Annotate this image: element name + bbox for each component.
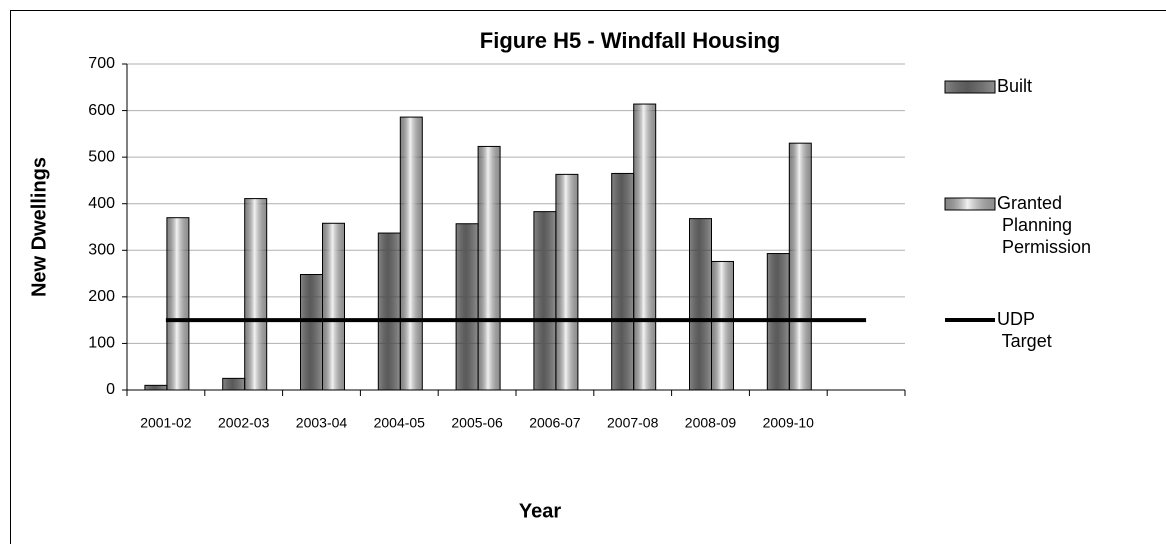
- y-tick-label: 600: [88, 102, 115, 119]
- x-tick-label: 2009-10: [763, 415, 815, 431]
- legend-swatch: [944, 80, 996, 94]
- x-tick-label: 2001-02: [140, 415, 192, 431]
- bar: [555, 173, 579, 391]
- bar: [300, 274, 323, 391]
- x-tick-label: 2006-07: [529, 415, 581, 431]
- bar: [455, 223, 479, 391]
- legend-label: UDP Target: [997, 309, 1052, 351]
- bar: [788, 142, 812, 391]
- bar: [166, 217, 190, 391]
- bar: [633, 103, 657, 391]
- bar: [322, 222, 345, 391]
- legend-swatch: [944, 197, 996, 211]
- legend-label: Built: [997, 76, 1032, 96]
- x-tick-label: 2005-06: [451, 415, 503, 431]
- y-tick-label: 200: [88, 288, 115, 305]
- chart-title: Figure H5 - Windfall Housing: [480, 28, 780, 53]
- x-tick-label: 2007-08: [607, 415, 659, 431]
- bar: [477, 145, 501, 391]
- x-axis-title: Year: [519, 500, 561, 522]
- x-tick-label: 2004-05: [374, 415, 426, 431]
- x-tick-label: 2003-04: [296, 415, 348, 431]
- bar: [144, 384, 168, 391]
- bar: [244, 198, 268, 391]
- bar: [711, 260, 734, 391]
- x-tick-label: 2002-03: [218, 415, 270, 431]
- x-tick-label: 2008-09: [685, 415, 737, 431]
- bar: [533, 211, 557, 391]
- y-axis-title: New Dwellings: [28, 157, 50, 297]
- bar: [399, 116, 423, 391]
- y-tick-label: 0: [106, 381, 115, 398]
- chart-border: [10, 10, 1166, 544]
- bar: [611, 172, 635, 391]
- legend-label: Granted Planning Permission: [997, 193, 1091, 257]
- bar: [377, 232, 401, 391]
- bar: [689, 218, 712, 391]
- y-tick-label: 700: [88, 55, 115, 72]
- y-tick-label: 100: [88, 335, 115, 352]
- y-tick-label: 400: [88, 195, 115, 212]
- y-tick-label: 500: [88, 148, 115, 165]
- bar: [222, 377, 246, 391]
- y-tick-label: 300: [88, 242, 115, 259]
